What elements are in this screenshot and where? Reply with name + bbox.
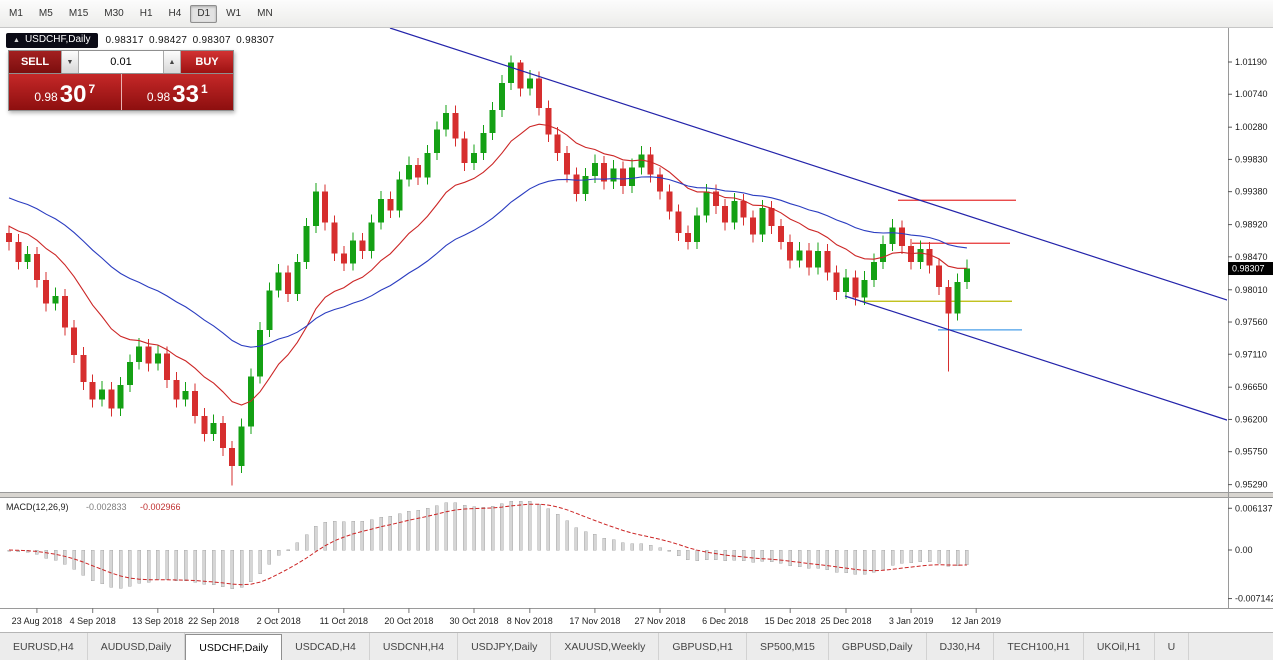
svg-text:0.99380: 0.99380 <box>1235 187 1268 197</box>
svg-text:MACD(12,26,9): MACD(12,26,9) <box>6 502 69 512</box>
timeframe-button-h4[interactable]: H4 <box>168 7 182 19</box>
one-click-trading-panel: SELL ▼ ▲ BUY 0.98 30 7 0.98 33 1 <box>8 50 234 111</box>
one-click-toggle-icon[interactable]: ▲ <box>13 36 20 44</box>
ask-price-button[interactable]: 0.98 33 1 <box>121 74 233 110</box>
svg-text:0.96650: 0.96650 <box>1235 382 1268 392</box>
ask-price-base: 0.98 <box>146 90 171 104</box>
trade-controls-row: SELL ▼ ▲ BUY <box>9 51 233 74</box>
svg-text:0.95290: 0.95290 <box>1235 480 1268 490</box>
tab-dj30-h4[interactable]: DJ30,H4 <box>927 633 995 660</box>
candles <box>6 55 970 486</box>
timeframe-button-m15[interactable]: M15 <box>68 7 89 19</box>
svg-text:22 Sep 2018: 22 Sep 2018 <box>188 616 239 626</box>
timeframe-button-m1[interactable]: M1 <box>9 7 23 19</box>
chart-canvas[interactable]: 1.01190 1.00740 1.00280 0.99830 0.99380 0.989… <box>0 28 1273 632</box>
svg-text:0.97560: 0.97560 <box>1235 317 1268 327</box>
timeframe-button-w1[interactable]: W1 <box>226 7 242 19</box>
svg-text:-0.007142: -0.007142 <box>1235 594 1273 604</box>
svg-text:3 Jan 2019: 3 Jan 2019 <box>889 616 934 626</box>
svg-text:23 Aug 2018: 23 Aug 2018 <box>12 616 63 626</box>
volume-up-icon[interactable]: ▲ <box>163 51 181 73</box>
tab-usdchf-daily[interactable]: USDCHF,Daily <box>185 634 283 660</box>
channel-lower-trendline <box>844 295 1227 421</box>
svg-text:-0.002966: -0.002966 <box>140 502 181 512</box>
svg-text:0.98920: 0.98920 <box>1235 220 1268 230</box>
bid-price-point: 7 <box>88 82 96 96</box>
symbol-badge[interactable]: ▲ USDCHF,Daily <box>6 33 98 48</box>
svg-text:2 Oct 2018: 2 Oct 2018 <box>257 616 301 626</box>
svg-text:1.00740: 1.00740 <box>1235 89 1268 99</box>
svg-text:0.98307: 0.98307 <box>1232 264 1265 274</box>
svg-text:0.98470: 0.98470 <box>1235 252 1268 262</box>
bid-price-button[interactable]: 0.98 30 7 <box>9 74 122 110</box>
svg-text:30 Oct 2018: 30 Oct 2018 <box>449 616 498 626</box>
svg-text:13 Sep 2018: 13 Sep 2018 <box>132 616 183 626</box>
ask-price-pips: 33 <box>172 81 199 108</box>
tab-usdcnh-h4[interactable]: USDCNH,H4 <box>370 633 459 660</box>
tab-sp500-m15[interactable]: SP500,M15 <box>747 633 829 660</box>
tab-tech100-h1[interactable]: TECH100,H1 <box>994 633 1084 660</box>
ma-slow-line <box>8 176 967 348</box>
svg-text:25 Dec 2018: 25 Dec 2018 <box>820 616 871 626</box>
svg-text:0.96200: 0.96200 <box>1235 414 1268 424</box>
channel-upper-trendline <box>389 28 1227 301</box>
tab-usdcad-h4[interactable]: USDCAD,H4 <box>282 633 370 660</box>
svg-text:0.95750: 0.95750 <box>1235 447 1268 457</box>
current-price-tag <box>1228 262 1273 276</box>
tab-gbpusd-h1[interactable]: GBPUSD,H1 <box>659 633 748 660</box>
buy-button[interactable]: BUY <box>181 51 233 73</box>
svg-text:6 Dec 2018: 6 Dec 2018 <box>702 616 748 626</box>
svg-text:15 Dec 2018: 15 Dec 2018 <box>765 616 816 626</box>
timeframe-button-mn[interactable]: MN <box>257 7 273 19</box>
bid-price-base: 0.98 <box>34 90 58 104</box>
timeframe-toolbar: M1 M5 M15 M30 H1 H4 D1 W1 MN <box>0 0 1273 28</box>
svg-text:20 Oct 2018: 20 Oct 2018 <box>384 616 433 626</box>
tab-u[interactable]: U <box>1155 633 1190 660</box>
tab-xauusd-weekly[interactable]: XAUUSD,Weekly <box>551 633 660 660</box>
svg-text:1.01190: 1.01190 <box>1235 57 1267 67</box>
sell-button[interactable]: SELL <box>9 51 61 73</box>
svg-text:0.99830: 0.99830 <box>1235 154 1268 164</box>
panel-splitter[interactable] <box>0 492 1273 498</box>
svg-text:4 Sep 2018: 4 Sep 2018 <box>70 616 116 626</box>
volume-input[interactable] <box>79 51 163 73</box>
svg-text:12 Jan 2019: 12 Jan 2019 <box>951 616 1001 626</box>
ohlc-values: 0.98317 0.98427 0.98307 0.98307 <box>105 35 275 46</box>
timeframe-button-d1[interactable]: D1 <box>190 4 218 23</box>
timeframe-button-m30[interactable]: M30 <box>104 7 124 19</box>
tab-gbpusd-daily[interactable]: GBPUSD,Daily <box>829 633 927 660</box>
svg-text:17 Nov 2018: 17 Nov 2018 <box>569 616 620 626</box>
svg-text:1.00280: 1.00280 <box>1235 122 1268 132</box>
ask-price-point: 1 <box>200 82 208 96</box>
timeframe-button-m5[interactable]: M5 <box>38 7 53 19</box>
macd-signal-line <box>8 503 967 586</box>
quote-row: 0.98 30 7 0.98 33 1 <box>9 74 233 110</box>
timeframe-button-h1[interactable]: H1 <box>139 7 153 19</box>
svg-text:0.00: 0.00 <box>1235 545 1253 555</box>
svg-text:8 Nov 2018: 8 Nov 2018 <box>507 616 553 626</box>
svg-text:0.98010: 0.98010 <box>1235 285 1268 295</box>
volume-dropdown-icon[interactable]: ▼ <box>61 51 79 73</box>
chart-header: ▲ USDCHF,Daily 0.98317 0.98427 0.98307 0… <box>6 33 274 48</box>
tab-ukoil-h1[interactable]: UKOil,H1 <box>1084 633 1155 660</box>
macd-indicator-layer[interactable] <box>7 500 969 590</box>
chart-tabs-bar: EURUSD,H4 AUDUSD,Daily USDCHF,Daily USDCAD,… <box>0 632 1273 660</box>
symbol-name: USDCHF,Daily <box>24 34 91 45</box>
svg-text:27 Nov 2018: 27 Nov 2018 <box>634 616 685 626</box>
svg-text:11 Oct 2018: 11 Oct 2018 <box>320 616 368 626</box>
ma-fast-line <box>8 123 967 406</box>
tab-eurusd-h4[interactable]: EURUSD,H4 <box>0 633 88 660</box>
bid-price-pips: 30 <box>59 81 87 108</box>
tab-audusd-daily[interactable]: AUDUSD,Daily <box>88 633 186 660</box>
tab-usdjpy-daily[interactable]: USDJPY,Daily <box>458 633 552 660</box>
svg-text:0.97110: 0.97110 <box>1235 349 1267 359</box>
price-chart-layer[interactable] <box>6 28 1273 486</box>
svg-text:-0.002833: -0.002833 <box>86 502 127 512</box>
svg-text:0.006137: 0.006137 <box>1235 503 1273 513</box>
